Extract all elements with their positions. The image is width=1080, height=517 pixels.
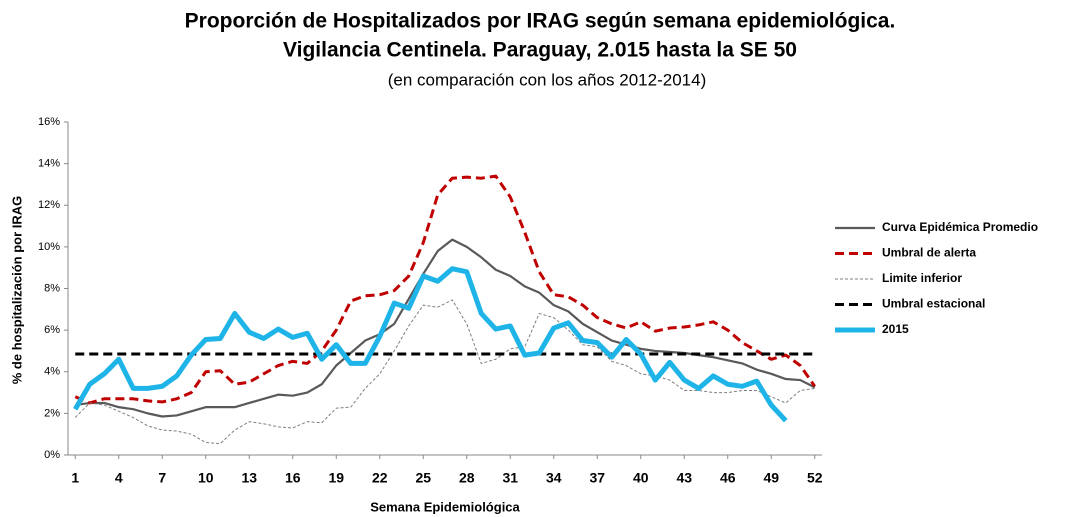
y-axis-label: % de hospitalización por IRAG — [9, 196, 24, 385]
series-line — [74, 299, 815, 445]
series-line — [74, 174, 816, 405]
y-tick-label: 12% — [38, 199, 60, 211]
legend-label: Umbral de alerta — [882, 246, 976, 260]
x-tick-label: 28 — [459, 470, 475, 486]
x-tick-label: 7 — [158, 470, 166, 486]
y-tick-label: 6% — [44, 324, 60, 336]
chart-title: Vigilancia Centinela. Paraguay, 2.015 ha… — [283, 39, 797, 62]
legend-label: Limite inferior — [882, 271, 962, 285]
y-tick-label: 0% — [44, 449, 60, 461]
x-tick-label: 43 — [676, 470, 692, 486]
x-tick-label: 34 — [546, 470, 562, 486]
chart-subtitle: (en comparación con los años 2012-2014) — [388, 70, 706, 89]
x-tick-label: 46 — [720, 470, 736, 486]
x-tick-label: 52 — [807, 470, 823, 486]
x-axis-label: Semana Epidemiológica — [370, 499, 520, 514]
x-tick-label: 1 — [71, 470, 79, 486]
legend-label: 2015 — [882, 322, 909, 336]
chart-title: Proporción de Hospitalizados por IRAG se… — [185, 10, 896, 33]
y-tick-label: 2% — [44, 407, 60, 419]
y-tick-label: 8% — [44, 282, 60, 294]
y-tick-label: 10% — [38, 241, 60, 253]
y-tick-label: 16% — [38, 116, 60, 128]
x-tick-label: 37 — [589, 470, 605, 486]
x-tick-label: 22 — [372, 470, 388, 486]
x-tick-label: 40 — [633, 470, 649, 486]
x-tick-label: 25 — [415, 470, 431, 486]
x-tick-label: 31 — [502, 470, 518, 486]
y-tick-label: 14% — [38, 158, 60, 170]
x-tick-label: 4 — [115, 470, 123, 486]
series-line — [73, 266, 788, 423]
x-tick-label: 49 — [763, 470, 779, 486]
legend-label: Umbral estacional — [882, 297, 985, 311]
x-tick-label: 13 — [241, 470, 257, 486]
series-line — [75, 238, 816, 418]
x-tick-label: 19 — [328, 470, 344, 486]
y-tick-label: 4% — [44, 366, 60, 378]
x-tick-label: 10 — [198, 470, 214, 486]
legend-label: Curva Epidémica Promedio — [882, 220, 1038, 234]
x-tick-label: 16 — [285, 470, 301, 486]
